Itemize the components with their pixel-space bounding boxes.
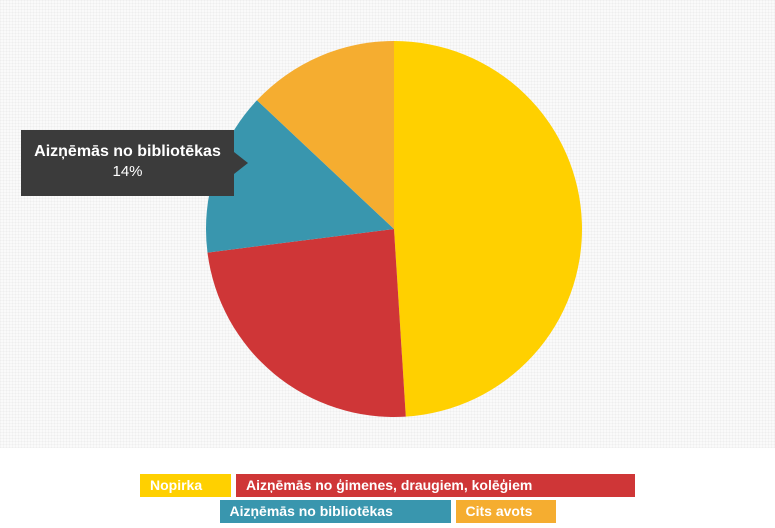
- legend-item-library[interactable]: Aizņēmās no bibliotēkas: [219, 500, 451, 523]
- pie-chart: [205, 41, 583, 418]
- tooltip-label: Aizņēmās no bibliotēkas: [34, 143, 221, 160]
- legend-row-2: Aizņēmās no bibliotēkas Cits avots: [0, 500, 775, 523]
- pie-slice-family-friends[interactable]: [207, 229, 406, 418]
- pie-slice-library[interactable]: [205, 100, 394, 253]
- legend-item-other[interactable]: Cits avots: [455, 500, 556, 523]
- slice-tooltip: Aizņēmās no bibliotēkas 14%: [21, 130, 248, 196]
- chart-area: [0, 0, 775, 448]
- tooltip-value: 14%: [112, 163, 143, 180]
- pie-slice-nopirka[interactable]: [394, 41, 583, 417]
- pie-slice-other[interactable]: [256, 41, 394, 229]
- legend-item-nopirka[interactable]: Nopirka: [140, 474, 231, 497]
- legend-item-family-friends[interactable]: Aizņēmās no ģimenes, draugiem, kolēģiem: [236, 474, 635, 497]
- legend-row-1: Nopirka Aizņēmās no ģimenes, draugiem, k…: [0, 474, 775, 497]
